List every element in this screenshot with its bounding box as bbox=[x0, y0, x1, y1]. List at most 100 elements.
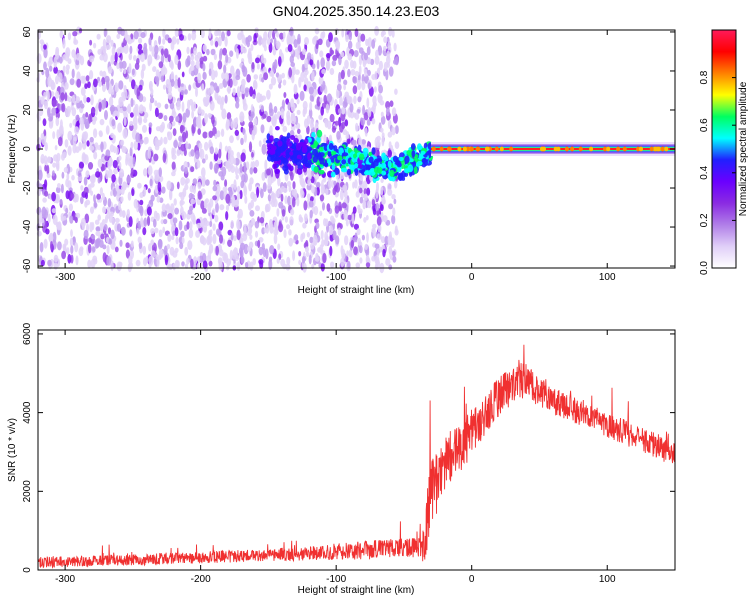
noise-speckle bbox=[315, 222, 320, 229]
noise-speckle bbox=[309, 236, 314, 244]
noise-speckle bbox=[197, 128, 201, 136]
transition-blob bbox=[328, 143, 334, 150]
noise-speckle bbox=[358, 137, 362, 147]
noise-speckle bbox=[184, 89, 188, 95]
noise-speckle bbox=[130, 240, 134, 248]
noise-speckle bbox=[72, 136, 77, 147]
noise-speckle bbox=[382, 248, 386, 258]
noise-speckle bbox=[195, 60, 201, 69]
noise-speckle bbox=[391, 194, 396, 200]
noise-speckle bbox=[244, 262, 249, 268]
noise-speckle bbox=[41, 136, 47, 146]
noise-speckle bbox=[224, 94, 228, 104]
noise-speckle bbox=[53, 66, 58, 74]
noise-speckle bbox=[383, 45, 387, 52]
noise-speckle bbox=[201, 208, 207, 214]
noise-speckle bbox=[74, 126, 80, 135]
noise-speckle bbox=[393, 59, 398, 65]
noise-speckle bbox=[140, 217, 144, 227]
noise-speckle bbox=[149, 43, 153, 52]
noise-speckle bbox=[139, 192, 144, 199]
noise-speckle bbox=[171, 36, 177, 45]
noise-speckle bbox=[131, 68, 135, 76]
noise-speckle bbox=[237, 220, 241, 231]
noise-speckle bbox=[57, 136, 63, 147]
noise-speckle bbox=[40, 259, 45, 267]
noise-speckle bbox=[292, 250, 296, 261]
noise-speckle bbox=[78, 27, 83, 34]
noise-speckle bbox=[163, 115, 168, 121]
noise-speckle bbox=[358, 47, 364, 54]
noise-speckle bbox=[200, 29, 205, 39]
noise-speckle bbox=[71, 49, 76, 58]
noise-speckle bbox=[235, 101, 240, 109]
noise-speckle bbox=[110, 229, 115, 240]
noise-speckle bbox=[115, 184, 120, 192]
noise-speckle bbox=[85, 192, 88, 200]
noise-speckle bbox=[93, 151, 98, 160]
noise-speckle bbox=[154, 137, 159, 148]
noise-speckle bbox=[394, 141, 400, 149]
noise-speckle bbox=[272, 61, 277, 73]
transition-blob bbox=[396, 162, 402, 168]
noise-speckle bbox=[44, 164, 48, 172]
noise-speckle bbox=[85, 199, 91, 206]
noise-speckle bbox=[52, 131, 56, 140]
noise-speckle bbox=[61, 250, 66, 260]
noise-speckle bbox=[93, 78, 98, 88]
noise-speckle bbox=[372, 228, 376, 238]
noise-speckle bbox=[204, 113, 208, 124]
noise-speckle bbox=[51, 208, 57, 214]
noise-speckle bbox=[111, 174, 116, 183]
noise-speckle bbox=[287, 44, 293, 53]
noise-speckle bbox=[119, 239, 123, 247]
colorbar-tick-label: 0.0 bbox=[699, 261, 710, 275]
noise-speckle bbox=[167, 54, 171, 63]
noise-speckle bbox=[204, 97, 209, 107]
noise-speckle bbox=[199, 148, 203, 158]
noise-speckle bbox=[134, 62, 140, 70]
noise-speckle bbox=[266, 168, 271, 176]
noise-speckle bbox=[283, 229, 287, 239]
colorbar-gradient bbox=[711, 29, 737, 269]
noise-speckle bbox=[174, 54, 179, 65]
noise-speckle bbox=[320, 57, 326, 68]
noise-speckle bbox=[219, 234, 223, 244]
noise-speckle bbox=[261, 143, 267, 155]
noise-speckle bbox=[102, 83, 106, 93]
noise-speckle bbox=[239, 115, 244, 123]
noise-speckle bbox=[298, 259, 301, 265]
noise-speckle bbox=[225, 204, 230, 212]
noise-speckle bbox=[273, 106, 278, 114]
noise-speckle bbox=[53, 254, 59, 263]
noise-speckle bbox=[215, 87, 220, 94]
noise-speckle bbox=[276, 258, 280, 264]
noise-speckle bbox=[284, 216, 288, 223]
noise-speckle bbox=[343, 189, 348, 199]
transition-blob bbox=[270, 154, 275, 163]
noise-speckle bbox=[363, 188, 367, 195]
noise-speckle bbox=[207, 113, 212, 118]
noise-speckle bbox=[47, 107, 51, 118]
noise-speckle bbox=[158, 61, 164, 69]
transition-blob bbox=[295, 158, 302, 166]
noise-speckle bbox=[37, 169, 43, 181]
noise-speckle bbox=[389, 100, 394, 107]
x-tick-label: 100 bbox=[599, 574, 616, 585]
noise-speckle bbox=[366, 119, 371, 126]
noise-speckle bbox=[190, 53, 195, 61]
noise-speckle bbox=[384, 235, 389, 246]
noise-speckle bbox=[93, 258, 98, 265]
noise-speckle bbox=[221, 108, 227, 120]
noise-speckle bbox=[180, 177, 186, 186]
noise-speckle bbox=[140, 53, 145, 63]
noise-speckle bbox=[174, 227, 179, 237]
noise-speckle bbox=[375, 49, 379, 59]
noise-speckle bbox=[268, 83, 273, 90]
noise-speckle bbox=[309, 101, 313, 111]
noise-speckle bbox=[56, 163, 60, 172]
noise-speckle bbox=[381, 136, 385, 147]
noise-speckle bbox=[208, 243, 214, 254]
noise-speckle bbox=[344, 235, 349, 246]
noise-speckle bbox=[74, 216, 78, 224]
